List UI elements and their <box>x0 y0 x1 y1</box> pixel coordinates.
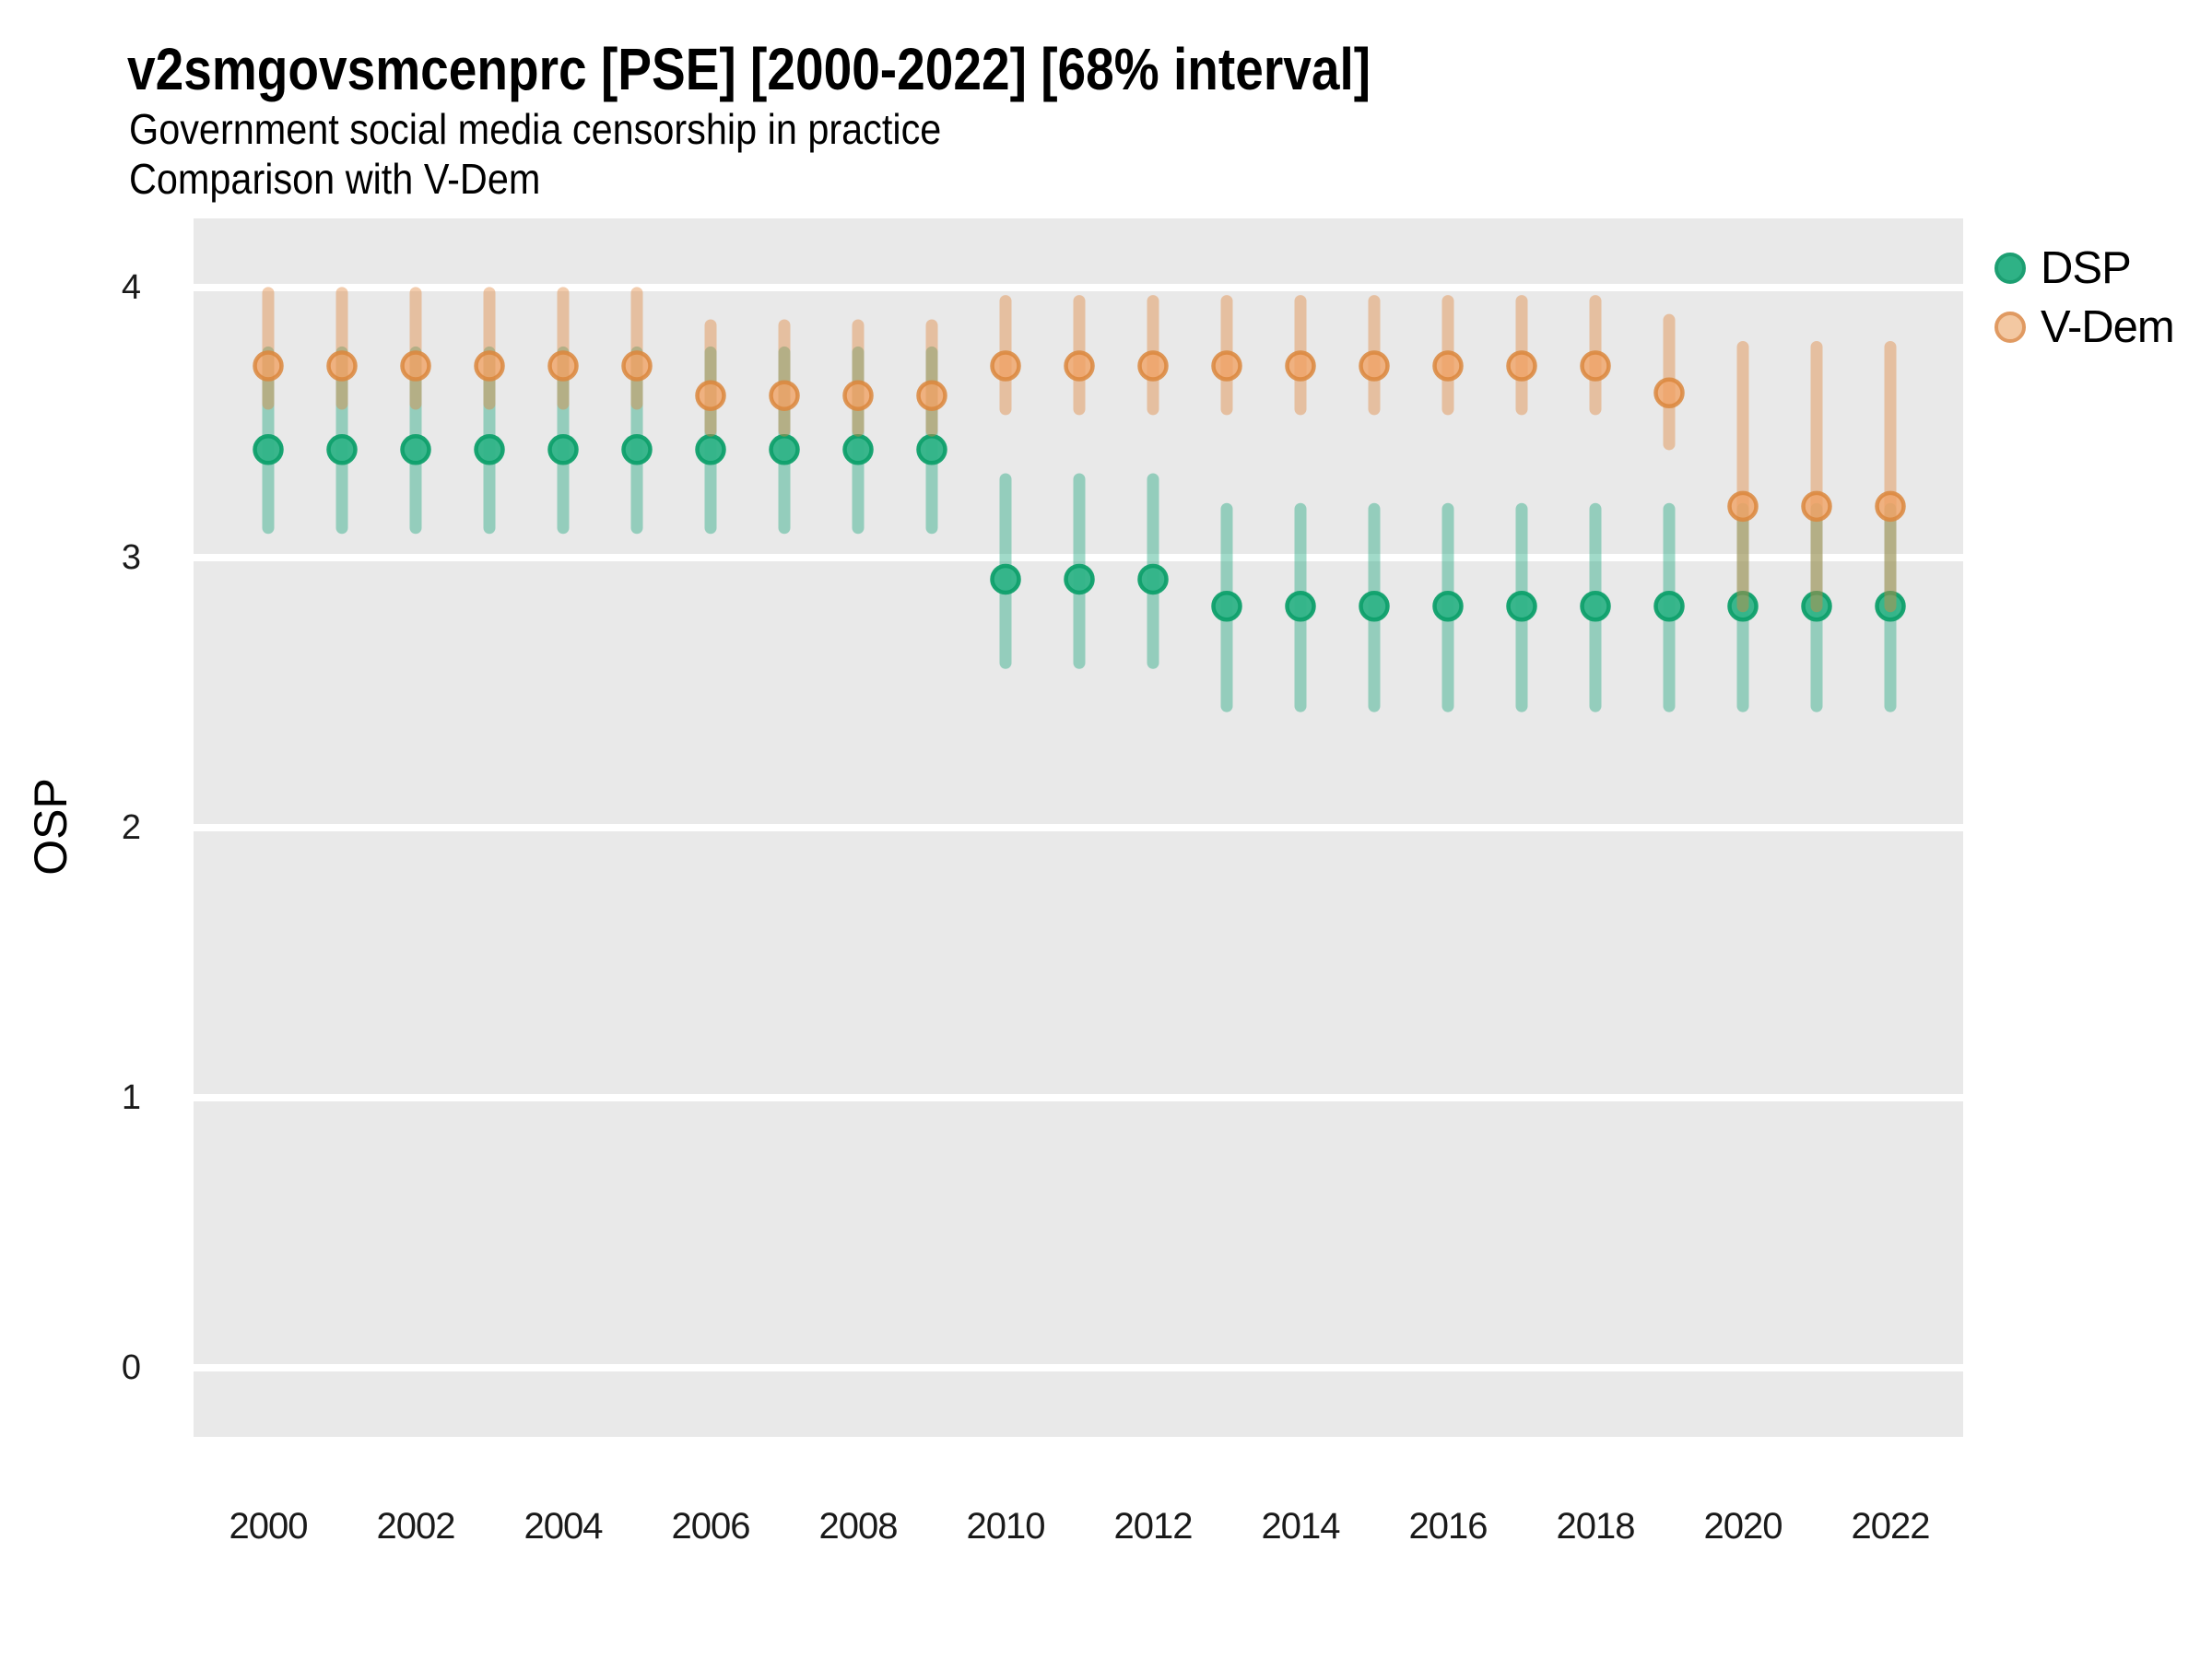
point-dsp-2001 <box>326 434 358 465</box>
point-vdem-2022 <box>1875 490 1906 523</box>
point-vdem-2006 <box>695 380 726 411</box>
x-tick-label-2002: 2002 <box>376 1506 456 1547</box>
legend-label-dsp: DSP <box>2041 243 2132 293</box>
point-dsp-2000 <box>253 434 284 465</box>
point-dsp-2015 <box>1359 590 1390 622</box>
x-tick-label-2018: 2018 <box>1556 1506 1636 1547</box>
vdem-legend-dot-icon <box>1994 312 2026 343</box>
point-dsp-2003 <box>474 434 505 465</box>
x-tick-label-2010: 2010 <box>966 1506 1046 1547</box>
legend-label-vdem: V-Dem <box>2041 302 2175 352</box>
point-dsp-2013 <box>1211 590 1242 622</box>
series-vdem <box>253 287 1906 613</box>
y-tick-label-3: 3 <box>121 538 141 577</box>
point-vdem-2013 <box>1211 350 1242 382</box>
point-dsp-2004 <box>547 434 579 465</box>
point-dsp-2010 <box>990 563 1021 595</box>
point-vdem-2018 <box>1580 350 1611 382</box>
point-vdem-2008 <box>842 380 874 411</box>
chart-title: v2smgovsmcenprc [PSE] [2000-2022] [68% i… <box>127 36 1371 102</box>
point-dsp-2012 <box>1137 563 1169 595</box>
x-tick-label-2016: 2016 <box>1408 1506 1488 1547</box>
point-vdem-2010 <box>990 350 1021 382</box>
legend: DSP V-Dem <box>1987 243 2175 352</box>
point-dsp-2007 <box>769 434 800 465</box>
dsp-legend-dot-icon <box>1994 253 2026 284</box>
gridlines <box>194 284 1963 1371</box>
x-tick-label-2020: 2020 <box>1703 1506 1783 1547</box>
x-tick-label-2008: 2008 <box>818 1506 899 1547</box>
point-dsp-2021 <box>1801 590 1832 622</box>
point-dsp-2022 <box>1875 590 1906 622</box>
y-tick-label-0: 0 <box>121 1348 141 1387</box>
point-dsp-2002 <box>400 434 431 465</box>
point-vdem-2016 <box>1432 350 1464 382</box>
point-dsp-2009 <box>916 434 947 465</box>
point-vdem-2017 <box>1506 350 1537 382</box>
point-dsp-2018 <box>1580 590 1611 622</box>
y-tick-label-1: 1 <box>121 1078 141 1117</box>
point-vdem-2015 <box>1359 350 1390 382</box>
point-vdem-2020 <box>1727 490 1759 523</box>
chart-subtitle-line2: Comparison with V-Dem <box>129 155 541 203</box>
x-tick-label-2014: 2014 <box>1261 1506 1341 1547</box>
point-dsp-2020 <box>1727 590 1759 622</box>
point-dsp-2006 <box>695 434 726 465</box>
point-vdem-2014 <box>1285 350 1316 382</box>
series-layer <box>253 287 1906 712</box>
point-vdem-2019 <box>1653 377 1685 409</box>
x-tick-label-2006: 2006 <box>671 1506 751 1547</box>
point-vdem-2011 <box>1064 350 1095 382</box>
point-dsp-2011 <box>1064 563 1095 595</box>
point-vdem-2003 <box>474 350 505 382</box>
point-dsp-2017 <box>1506 590 1537 622</box>
point-vdem-2021 <box>1801 490 1832 523</box>
series-dsp <box>253 346 1906 712</box>
point-vdem-2002 <box>400 350 431 382</box>
point-vdem-2007 <box>769 380 800 411</box>
x-tick-label-2012: 2012 <box>1113 1506 1194 1547</box>
point-vdem-2005 <box>621 350 653 382</box>
y-tick-label-4: 4 <box>121 268 141 307</box>
point-dsp-2005 <box>621 434 653 465</box>
point-vdem-2009 <box>916 380 947 411</box>
point-dsp-2014 <box>1285 590 1316 622</box>
point-vdem-2004 <box>547 350 579 382</box>
point-vdem-2001 <box>326 350 358 382</box>
y-tick-label-2: 2 <box>121 808 141 847</box>
point-dsp-2016 <box>1432 590 1464 622</box>
point-vdem-2012 <box>1137 350 1169 382</box>
point-vdem-2000 <box>253 350 284 382</box>
x-tick-label-2004: 2004 <box>524 1506 604 1547</box>
point-dsp-2019 <box>1653 590 1685 622</box>
x-tick-label-2000: 2000 <box>229 1506 309 1547</box>
point-dsp-2008 <box>842 434 874 465</box>
chart-subtitle-line1: Government social media censorship in pr… <box>129 105 942 153</box>
legend-item-vdem: V-Dem <box>1987 302 2175 352</box>
x-tick-label-2022: 2022 <box>1851 1506 1931 1547</box>
legend-item-dsp: DSP <box>1987 243 2174 293</box>
